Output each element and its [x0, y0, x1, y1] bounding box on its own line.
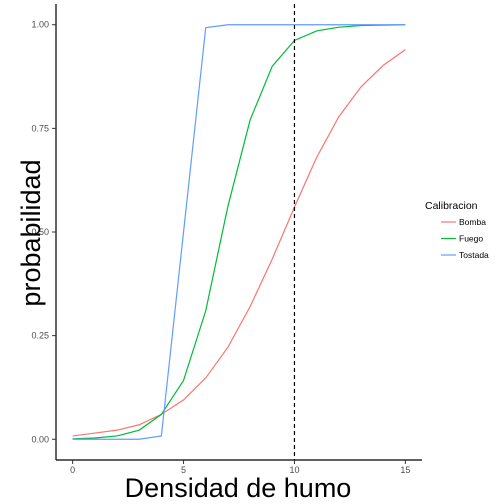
y-tick-label: 0.25: [31, 331, 49, 341]
series-line-bomba: [73, 50, 406, 436]
x-tick-label: 15: [400, 465, 410, 475]
legend: Calibracion Bomba Fuego Tostada: [425, 200, 489, 260]
y-tick-label: 0.75: [31, 123, 49, 133]
legend-label-bomba: Bomba: [459, 217, 486, 227]
x-axis-title: Densidad de humo: [125, 473, 352, 503]
y-axis-title: probabilidad: [16, 159, 46, 306]
plot-area: [73, 4, 406, 460]
y-tick-label: 1.00: [31, 20, 49, 30]
y-tick-label: 0.00: [31, 434, 49, 444]
axes: 0 5 10 150.000.250.500.751.00: [31, 4, 422, 475]
x-tick-label: 0: [70, 465, 75, 475]
legend-label-fuego: Fuego: [459, 234, 483, 244]
series-line-tostada: [73, 25, 406, 440]
legend-label-tostada: Tostada: [459, 250, 489, 260]
legend-title: Calibracion: [425, 200, 478, 212]
series-line-fuego: [73, 25, 406, 439]
